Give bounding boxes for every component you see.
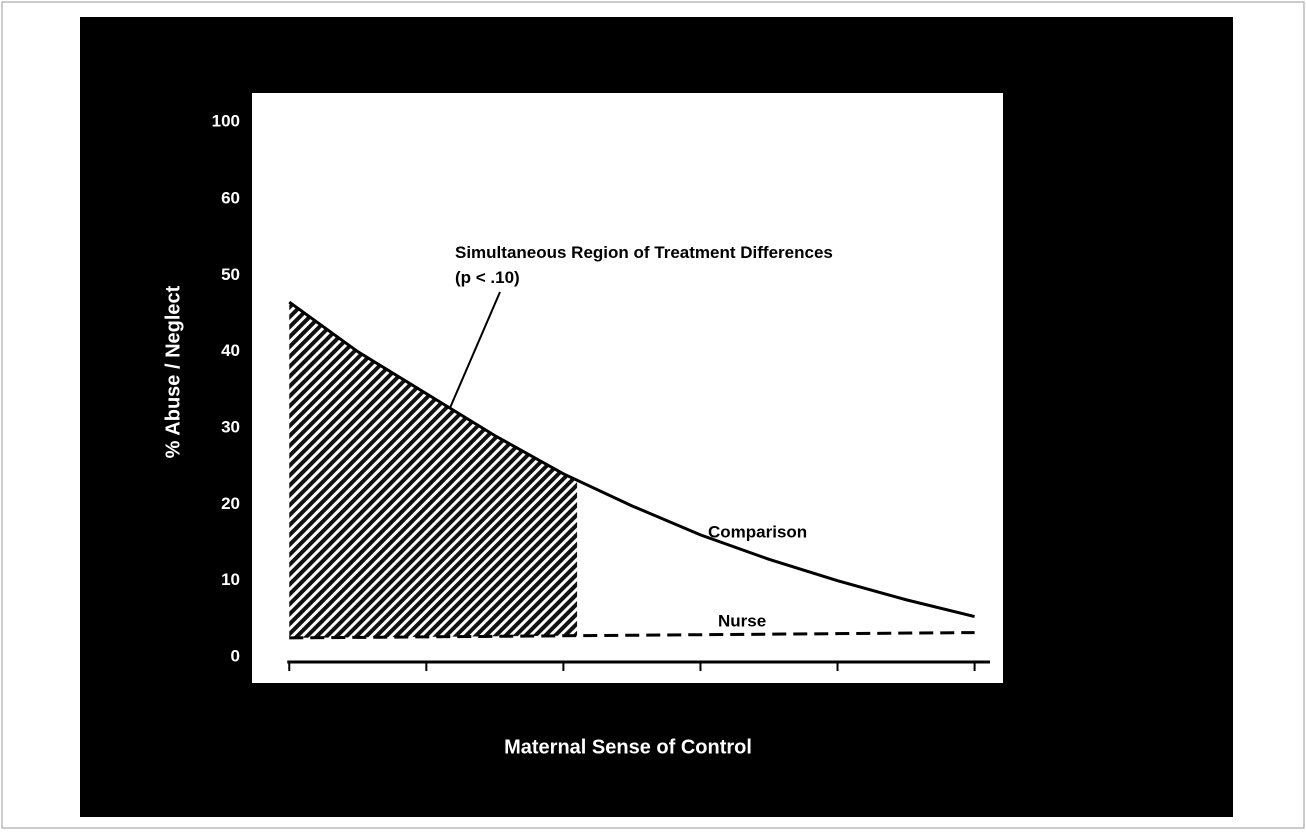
series-line xyxy=(288,300,975,618)
series-line xyxy=(289,631,975,640)
x-axis-label: Maternal Sense of Control xyxy=(504,736,752,758)
y-tick-label: 20 xyxy=(221,494,240,513)
y-tick-label: 0 xyxy=(231,646,240,665)
y-tick-label: 100 xyxy=(212,111,240,130)
shaded-region xyxy=(289,302,578,638)
y-axis-label: % Abuse / Neglect xyxy=(162,285,184,458)
x-tick-label: 14 xyxy=(965,689,984,708)
x-tick-label: 9 xyxy=(285,689,294,708)
x-tick-label: 11 xyxy=(554,689,572,708)
series-label: Nurse xyxy=(718,611,766,630)
y-tick-label: 30 xyxy=(221,417,240,436)
y-tick-label: 40 xyxy=(221,341,240,360)
y-tick-label: 50 xyxy=(221,265,240,284)
annotation-box: Simultaneous Region of Treatment Differe… xyxy=(455,243,833,287)
x-tick-label: 13 xyxy=(828,689,847,708)
y-tick-label: 10 xyxy=(221,570,240,589)
series-label: Comparison xyxy=(708,522,807,541)
y-tick-label: 60 xyxy=(221,188,240,207)
x-tick-label: 12 xyxy=(691,689,710,708)
region-annotation: Simultaneous Region of Treatment Differe… xyxy=(455,243,833,287)
x-tick-label: 10 xyxy=(417,689,436,708)
